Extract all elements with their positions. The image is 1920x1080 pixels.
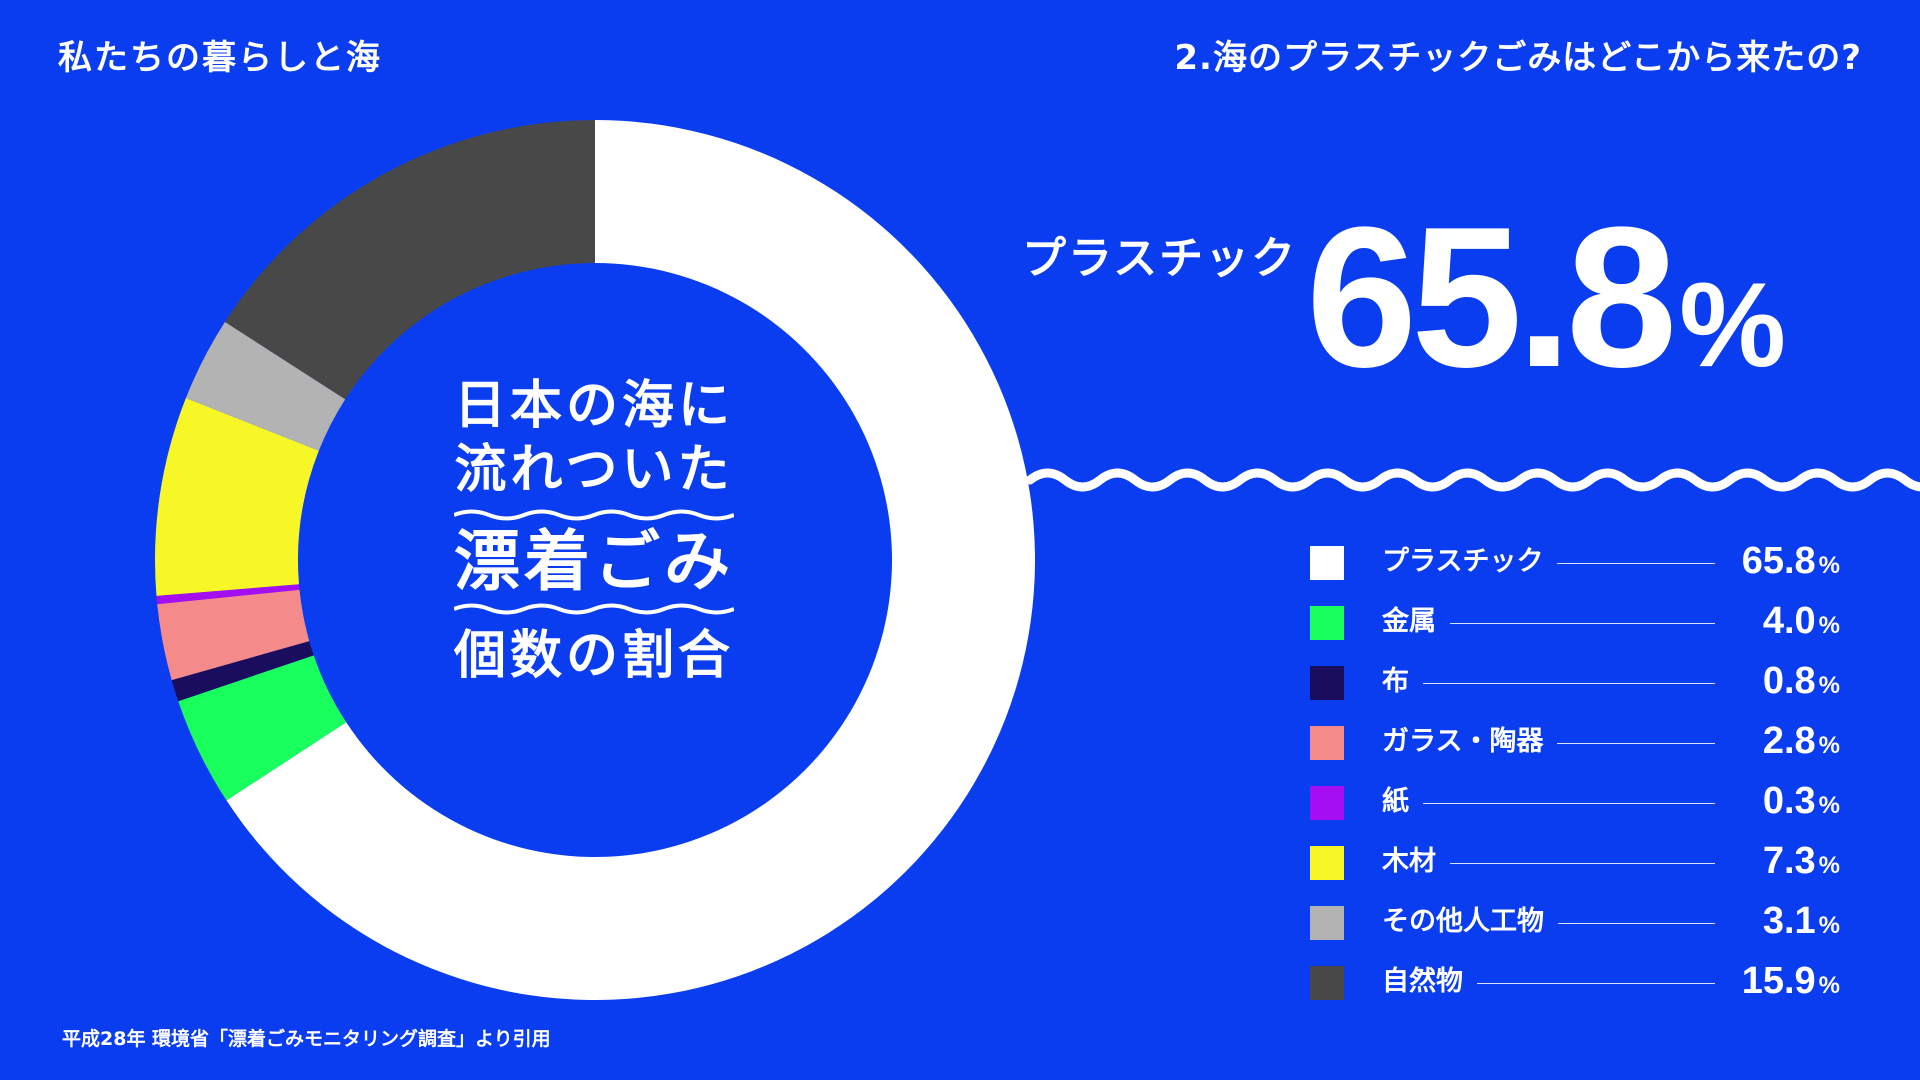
legend-value-unit: % xyxy=(1818,912,1840,939)
legend-leader-line xyxy=(1557,563,1715,564)
legend-leader-line xyxy=(1558,923,1715,924)
legend-value-number: 0.8 xyxy=(1762,660,1816,702)
slide-title: 2.海のプラスチックごみはどこから来たの? xyxy=(1174,38,1862,78)
center-title-line-4: 個数の割合 xyxy=(453,626,734,686)
legend-value-unit: % xyxy=(1818,972,1840,999)
legend-value: 7.3% xyxy=(1763,838,1840,889)
legend-value-unit: % xyxy=(1818,672,1840,699)
legend-value: 65.8% xyxy=(1742,538,1840,589)
donut-slice-2 xyxy=(178,655,347,801)
donut-slice-1 xyxy=(226,120,1035,1001)
highlight-value: 65.8% xyxy=(1306,198,1786,398)
legend-item: 自然物 15.9% xyxy=(1310,954,1840,1014)
center-title-line-1: 日本の海に xyxy=(453,376,734,436)
legend-leader-line xyxy=(1423,683,1715,684)
donut-slice-7 xyxy=(185,321,346,451)
center-title-line-3: 漂着ごみ xyxy=(454,523,734,600)
center-wave-top xyxy=(454,509,734,521)
legend-item: その他人工物 3.1% xyxy=(1310,894,1840,954)
legend-item: ガラス・陶器 2.8% xyxy=(1310,714,1840,774)
legend-value-number: 65.8 xyxy=(1741,540,1816,582)
legend-label: ガラス・陶器 xyxy=(1382,726,1544,757)
donut-chart xyxy=(155,120,1035,1001)
legend-item: 木材 7.3% xyxy=(1310,834,1840,894)
legend-value-number: 2.8 xyxy=(1762,720,1816,762)
legend-swatch xyxy=(1310,786,1344,820)
legend-leader-line xyxy=(1450,623,1715,624)
legend-swatch xyxy=(1310,666,1344,700)
center-title-line-2: 流れついた xyxy=(454,440,734,500)
legend-value: 4.0% xyxy=(1763,598,1840,649)
donut-slice-8 xyxy=(224,120,596,400)
legend-leader-line xyxy=(1450,863,1715,864)
legend-label: 金属 xyxy=(1382,606,1436,637)
legend-value: 0.8% xyxy=(1763,658,1840,709)
legend-swatch xyxy=(1310,906,1344,940)
legend-label: 布 xyxy=(1382,666,1409,697)
legend-value-unit: % xyxy=(1818,552,1840,579)
legend-value: 2.8% xyxy=(1763,718,1840,769)
legend-swatch xyxy=(1310,546,1344,580)
legend-value-unit: % xyxy=(1818,852,1840,879)
legend-value-number: 3.1 xyxy=(1762,900,1816,942)
donut-slice-5 xyxy=(156,584,300,605)
legend-item: 金属 4.0% xyxy=(1310,594,1840,654)
legend-swatch xyxy=(1310,846,1344,880)
donut-slice-6 xyxy=(155,398,319,596)
legend-swatch xyxy=(1310,966,1344,1000)
legend-value-unit: % xyxy=(1818,792,1840,819)
donut-slice-4 xyxy=(157,589,310,681)
legend-value: 0.3% xyxy=(1763,778,1840,829)
source-note: 平成28年 環境省「漂着ごみモニタリング調査」より引用 xyxy=(62,1028,551,1050)
chart-legend: プラスチック 65.8% 金属 4.0% 布 0.8% ガラス・陶器 2.8% 紙 0.3% 木材 7… xyxy=(1310,534,1840,1014)
highlight-label: プラスチック xyxy=(1022,233,1298,284)
legend-value-unit: % xyxy=(1818,732,1840,759)
legend-label: プラスチック xyxy=(1382,546,1544,577)
legend-leader-line xyxy=(1423,803,1715,804)
legend-value-number: 0.3 xyxy=(1762,780,1816,822)
legend-item: 布 0.8% xyxy=(1310,654,1840,714)
legend-value-number: 7.3 xyxy=(1762,840,1816,882)
highlight-number: 65.8 xyxy=(1306,186,1677,409)
legend-label: その他人工物 xyxy=(1382,906,1544,937)
legend-leader-line xyxy=(1557,743,1715,744)
legend-value: 15.9% xyxy=(1742,958,1840,1009)
highlight-unit: % xyxy=(1679,258,1786,392)
legend-label: 紙 xyxy=(1382,786,1409,817)
donut-slice-3 xyxy=(171,641,314,702)
section-title: 私たちの暮らしと海 xyxy=(58,38,382,78)
legend-item: 紙 0.3% xyxy=(1310,774,1840,834)
legend-value: 3.1% xyxy=(1763,898,1840,949)
legend-value-number: 4.0 xyxy=(1762,600,1816,642)
chart-center-title: 日本の海に 流れついた 漂着ごみ 個数の割合 xyxy=(438,380,750,694)
center-wave-bottom xyxy=(454,603,734,615)
legend-swatch xyxy=(1310,606,1344,640)
legend-value-number: 15.9 xyxy=(1741,960,1816,1002)
legend-value-unit: % xyxy=(1818,612,1840,639)
legend-label: 自然物 xyxy=(1382,966,1463,997)
legend-item: プラスチック 65.8% xyxy=(1310,534,1840,594)
legend-swatch xyxy=(1310,726,1344,760)
legend-label: 木材 xyxy=(1382,846,1436,877)
legend-leader-line xyxy=(1477,983,1715,984)
